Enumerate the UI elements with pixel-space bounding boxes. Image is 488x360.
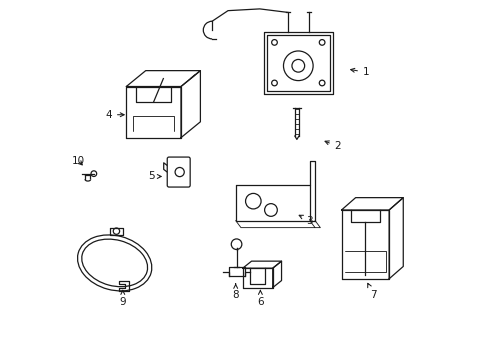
Text: 4: 4 [105, 110, 124, 120]
Text: 7: 7 [367, 283, 376, 300]
Text: 8: 8 [232, 284, 239, 300]
FancyBboxPatch shape [167, 157, 190, 187]
Text: 10: 10 [71, 156, 84, 166]
Text: 9: 9 [119, 291, 126, 307]
Text: 2: 2 [325, 141, 341, 152]
Text: 1: 1 [350, 67, 369, 77]
Text: 5: 5 [147, 171, 161, 181]
Text: 6: 6 [257, 291, 263, 307]
Text: 3: 3 [299, 215, 312, 226]
